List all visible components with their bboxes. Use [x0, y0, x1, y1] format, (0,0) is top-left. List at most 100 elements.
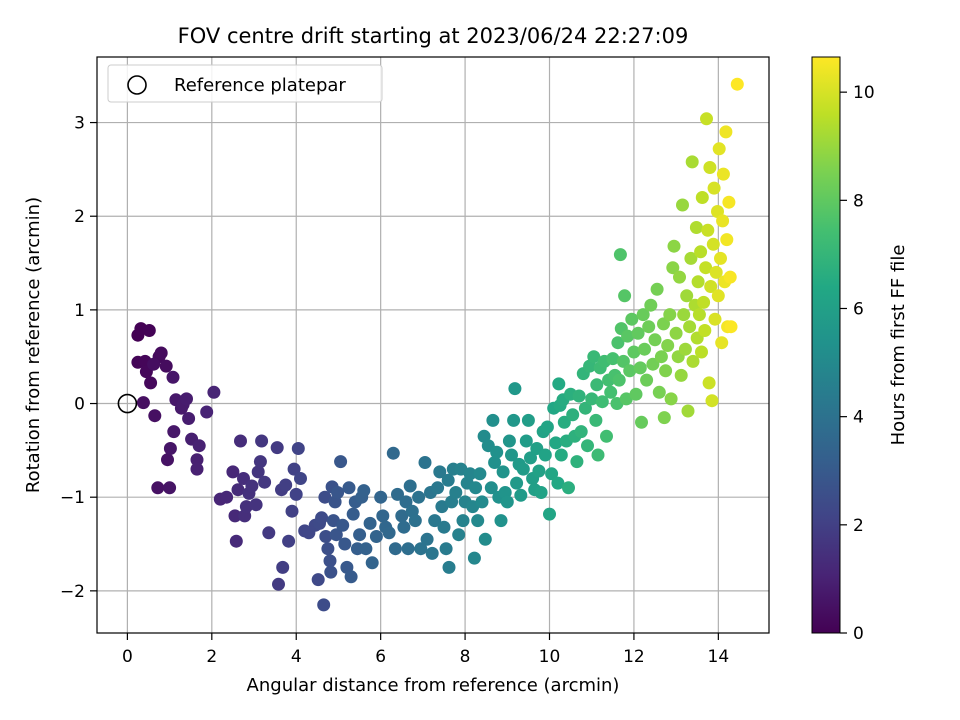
data-point: [724, 320, 738, 334]
data-point: [382, 526, 396, 540]
data-point: [648, 333, 662, 347]
x-tick-label: 4: [291, 647, 302, 667]
chart-title: FOV centre drift starting at 2023/06/24 …: [178, 24, 689, 48]
data-point: [661, 339, 675, 352]
data-point: [613, 248, 627, 262]
data-point: [698, 324, 712, 337]
data-point: [182, 412, 196, 425]
data-point: [253, 455, 267, 469]
y-tick-label: 1: [74, 301, 85, 321]
data-point: [587, 350, 601, 364]
data-point: [289, 487, 303, 501]
data-point: [159, 359, 173, 373]
data-point: [346, 507, 360, 521]
data-point: [282, 534, 296, 548]
data-point: [557, 415, 571, 429]
data-point: [508, 382, 522, 396]
data-point: [664, 392, 678, 406]
data-point: [686, 354, 700, 368]
data-point: [323, 554, 337, 568]
data-point: [475, 495, 489, 509]
colorbar-frame: [811, 56, 841, 634]
data-point: [644, 298, 658, 312]
data-point: [365, 556, 379, 570]
data-point: [357, 484, 371, 498]
grid-lines: [97, 57, 769, 633]
data-point: [552, 377, 566, 391]
data-point: [676, 198, 689, 212]
colorbar-tick-label: 8: [853, 191, 864, 211]
data-point: [192, 439, 206, 453]
data-point: [142, 324, 156, 337]
data-point: [163, 481, 177, 495]
data-point: [595, 395, 609, 409]
data-point: [551, 476, 565, 490]
data-point: [319, 530, 333, 543]
data-point: [229, 534, 243, 548]
data-point: [616, 354, 630, 368]
data-point: [600, 429, 613, 443]
data-point: [715, 336, 729, 350]
data-point: [659, 364, 673, 378]
data-point: [311, 573, 325, 587]
data-point: [673, 270, 686, 284]
x-axis-ticks: 0 2 4 6 8 10 12 14: [122, 633, 729, 667]
data-point: [709, 265, 723, 279]
data-point: [623, 364, 637, 378]
legend: Reference platepar: [107, 64, 383, 103]
data-point: [730, 77, 744, 91]
data-point: [716, 167, 730, 181]
data-point: [494, 514, 508, 528]
colorbar-ticks: 0 2 4 6 8 10: [840, 83, 875, 644]
colorbar-tick-label: 4: [853, 408, 864, 428]
data-point: [338, 537, 352, 551]
data-point: [618, 289, 632, 303]
data-point: [344, 570, 358, 584]
data-point: [621, 329, 635, 343]
x-axis-label: Angular distance from reference (arcmin): [247, 675, 620, 696]
data-point: [456, 514, 470, 528]
y-tick-label: −1: [60, 488, 85, 508]
colorbar-label: Hours from first FF file: [888, 245, 909, 446]
data-point: [701, 223, 715, 237]
data-point: [442, 560, 456, 574]
y-axis-ticks: −2 −1 0 1 2 3: [60, 114, 97, 602]
data-point: [484, 481, 498, 495]
x-tick-label: 12: [623, 647, 645, 667]
data-point: [706, 237, 720, 251]
data-point: [287, 462, 301, 476]
data-point: [449, 486, 463, 499]
data-point: [684, 251, 698, 265]
y-axis-label: Rotation from reference (arcmin): [23, 197, 44, 493]
data-point: [590, 378, 604, 392]
data-point: [677, 308, 691, 322]
data-point: [399, 495, 413, 509]
colorbar: 0 2 4 6 8 10 Hours from first FF file: [811, 56, 909, 644]
data-point: [294, 472, 307, 485]
data-point: [200, 405, 214, 419]
data-point: [502, 434, 516, 448]
data-point: [666, 261, 680, 275]
data-point: [521, 413, 535, 427]
y-tick-label: 0: [74, 395, 85, 415]
data-point: [719, 125, 733, 139]
data-point: [318, 490, 332, 504]
data-point: [231, 483, 245, 497]
data-point: [234, 434, 247, 448]
data-point: [473, 467, 487, 481]
data-point: [401, 542, 415, 556]
data-point: [625, 312, 639, 326]
data-point: [612, 373, 626, 387]
data-point: [414, 542, 428, 556]
data-point: [180, 392, 193, 406]
data-point: [678, 342, 692, 356]
data-point: [652, 385, 666, 399]
data-point: [697, 295, 711, 309]
reference-platepar-marker: [117, 393, 138, 414]
data-point: [435, 500, 449, 514]
data-point: [689, 221, 703, 234]
data-point: [589, 413, 603, 427]
data-point: [439, 542, 453, 556]
data-point: [700, 112, 713, 126]
data-point: [321, 542, 335, 556]
